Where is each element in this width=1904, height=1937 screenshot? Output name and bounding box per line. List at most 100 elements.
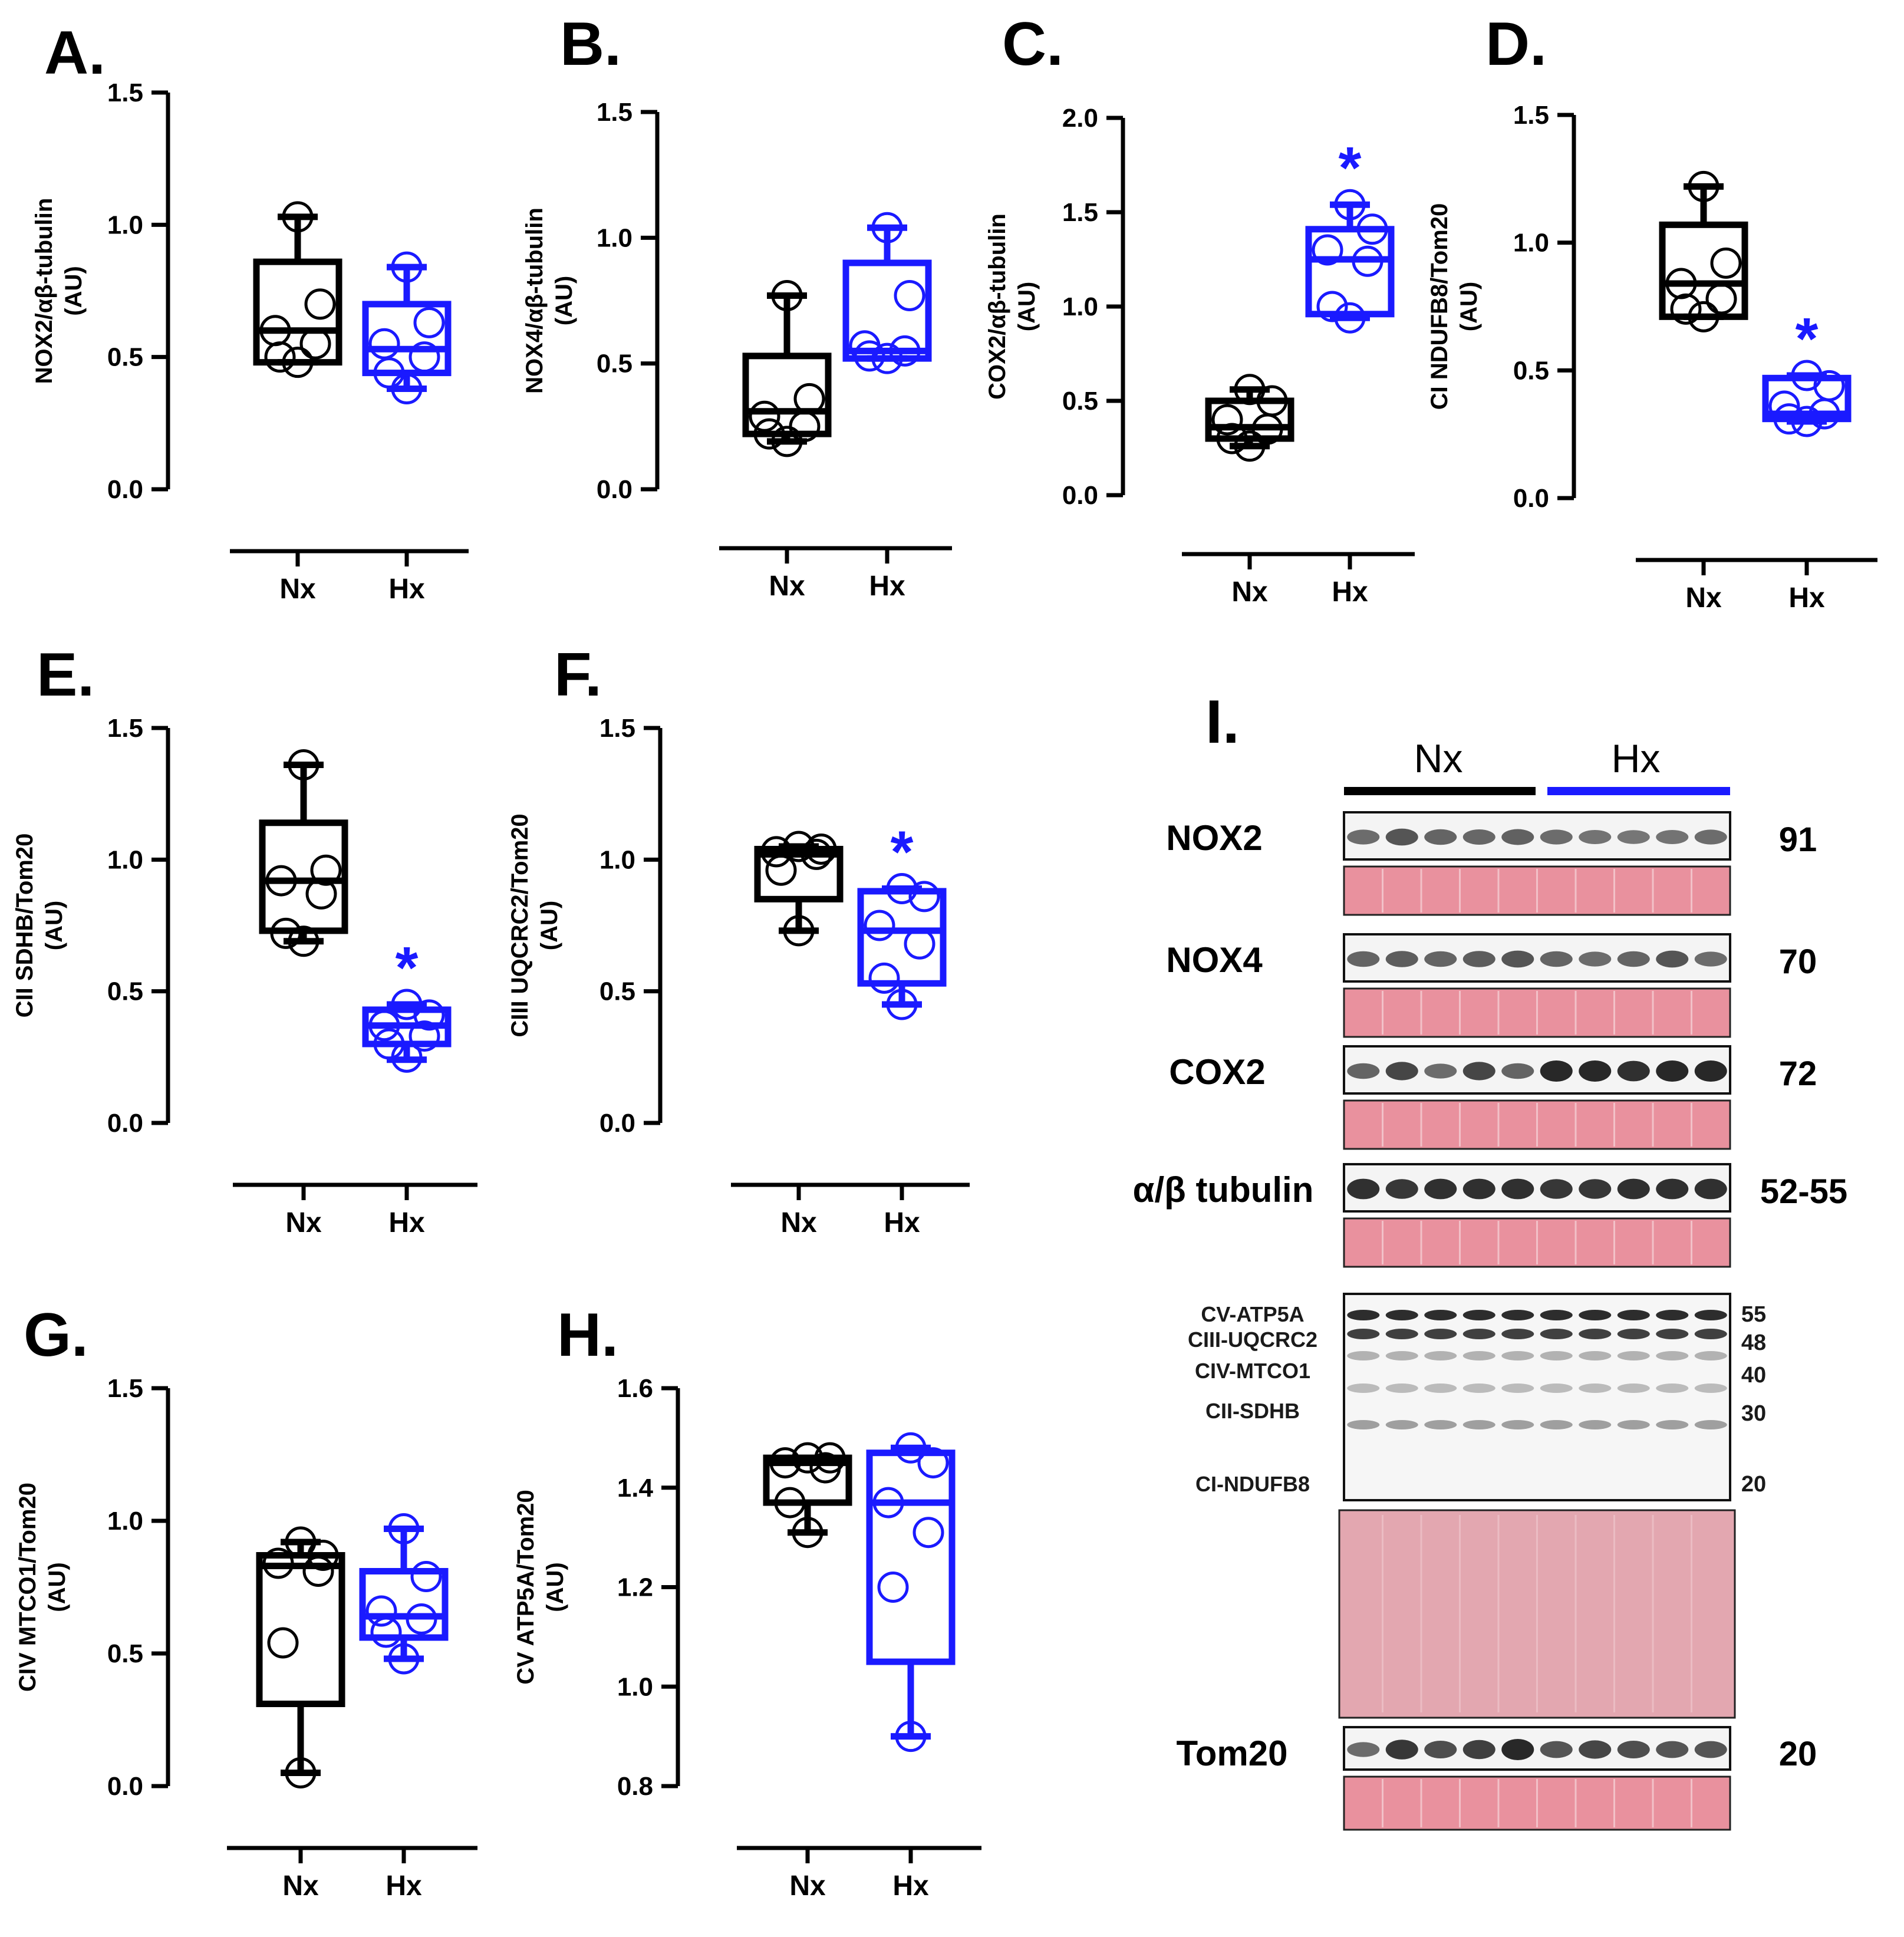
data-point (783, 915, 815, 947)
oxphos-band (1579, 1383, 1612, 1393)
data-point (917, 1447, 949, 1479)
box-iqr (842, 259, 932, 362)
oxphos-band (1617, 1329, 1650, 1339)
oxphos-band (1424, 1351, 1457, 1360)
oxphos-band (1385, 1420, 1418, 1429)
data-point (310, 854, 342, 886)
oxphos-label: CIII-UQCRC2 (1188, 1327, 1317, 1352)
series-hx: * (362, 935, 452, 1073)
y-tick-label: 1.2 (617, 1573, 653, 1602)
y-tick-label: 0.0 (1062, 481, 1098, 510)
blot-nox2-label: NOX2 (1166, 818, 1262, 858)
y-axis-title-line: CI NDUFB8/Tom20 (1427, 203, 1452, 410)
blot-tom20-band (1540, 1741, 1573, 1758)
oxphos-band (1617, 1383, 1650, 1393)
blot-nox2-band (1462, 829, 1495, 845)
data-point (413, 307, 445, 338)
x-tick-label: Nx (780, 1207, 817, 1238)
y-axis-title: CII SDHB/Tom20 (AU) (12, 834, 67, 1018)
y-tick-label: 0.5 (107, 1639, 143, 1668)
blot-nox2-band (1694, 829, 1727, 845)
significance-star: * (1339, 135, 1362, 201)
y-tick-label: 1.0 (597, 223, 633, 252)
data-point (368, 1010, 400, 1042)
x-tick-label: Nx (1685, 582, 1722, 614)
y-tick-label: 0.0 (1513, 484, 1549, 513)
blot-cox2-band (1501, 1063, 1534, 1079)
x-tick-label: Nx (282, 1870, 319, 1902)
y-tick-label: 1.5 (107, 78, 143, 107)
y-axis-title: COX2/αβ-tubulin (AU) (984, 213, 1040, 400)
group-label-nx: Nx (1414, 736, 1462, 781)
data-point (307, 1540, 339, 1571)
data-point (877, 1572, 909, 1603)
blot-tom20-size: 20 (1779, 1735, 1817, 1773)
blot-tubulin-size: 52-55 (1760, 1172, 1847, 1211)
y-axis-title-line: (AU) (536, 901, 562, 950)
oxphos-band (1424, 1383, 1457, 1393)
blot-tubulin-band (1656, 1178, 1689, 1200)
oxphos-size: 48 (1741, 1330, 1766, 1355)
blot-cox2-size: 72 (1779, 1055, 1817, 1093)
series-hx (866, 1432, 956, 1752)
data-point (1216, 423, 1248, 454)
data-point (771, 279, 803, 311)
blot-nox2-size: 91 (1779, 821, 1817, 859)
series-nx (1659, 170, 1748, 332)
x-tick-label: Hx (1788, 582, 1825, 614)
data-point (895, 1721, 927, 1752)
oxphos-band (1617, 1420, 1650, 1429)
oxphos-band (1656, 1383, 1689, 1393)
data-point (871, 342, 903, 374)
data-point (1670, 293, 1702, 325)
blot-tubulin-band (1617, 1178, 1650, 1200)
oxphos-band (1462, 1420, 1495, 1429)
blot-nox2-band (1579, 830, 1612, 844)
data-point (1356, 213, 1388, 245)
y-axis-title-line: CIII UQCRC2/Tom20 (507, 813, 533, 1037)
oxphos-size: 40 (1741, 1363, 1766, 1388)
blot-tom20-band (1385, 1740, 1418, 1760)
oxphos-band (1501, 1310, 1534, 1320)
group-label-hx: Hx (1611, 736, 1660, 781)
oxphos-band (1424, 1310, 1457, 1320)
x-tick-label: Hx (386, 1870, 422, 1902)
data-point (410, 1561, 442, 1592)
data-point (792, 1442, 823, 1474)
x-tick-label: Hx (884, 1207, 920, 1238)
blot-nox2-band (1501, 829, 1534, 845)
oxphos-band (1347, 1420, 1380, 1429)
oxphos-band (1617, 1310, 1650, 1320)
y-axis-title: CIII UQCRC2/Tom20 (AU) (507, 813, 562, 1037)
data-point (391, 251, 423, 283)
y-tick-label: 1.0 (107, 1507, 143, 1536)
data-point (1809, 398, 1840, 430)
data-point (1688, 170, 1719, 202)
blot-nox2-band (1424, 829, 1457, 845)
data-point (904, 928, 935, 960)
box-iqr (259, 819, 348, 934)
oxphos-band (1347, 1383, 1380, 1393)
oxphos-band (1462, 1329, 1495, 1339)
data-point (765, 854, 797, 886)
y-tick-label: 1.5 (1513, 101, 1549, 130)
oxphos-band (1656, 1329, 1689, 1339)
blot-nox4-band (1540, 951, 1573, 967)
oxphos-band (1694, 1329, 1727, 1339)
data-point (1665, 268, 1697, 299)
y-tick-label: 1.5 (107, 1374, 143, 1403)
data-point (769, 1447, 801, 1479)
series-hx: * (1762, 306, 1852, 437)
chart-panel-c: C. 0.0 0.5 1.0 1.5 2.0 COX2/αβ-tubulin (AU) Nx Hx… (984, 10, 1415, 608)
y-axis-title-line: (AU) (44, 1562, 70, 1612)
data-point (1334, 189, 1366, 220)
y-axis-title-line: (AU) (551, 276, 577, 325)
data-point (854, 340, 885, 372)
series-hx: * (857, 819, 947, 1020)
oxphos-band (1694, 1310, 1727, 1320)
data-point (391, 373, 423, 405)
chart-panel-g: G. 0.0 0.5 1.0 1.5 CIV MTCO1/Tom20 (AU) Nx Hx (15, 1301, 477, 1902)
oxphos-band (1579, 1310, 1612, 1320)
blot-nox2-band (1347, 829, 1380, 845)
y-tick-label: 0.0 (599, 1109, 635, 1138)
